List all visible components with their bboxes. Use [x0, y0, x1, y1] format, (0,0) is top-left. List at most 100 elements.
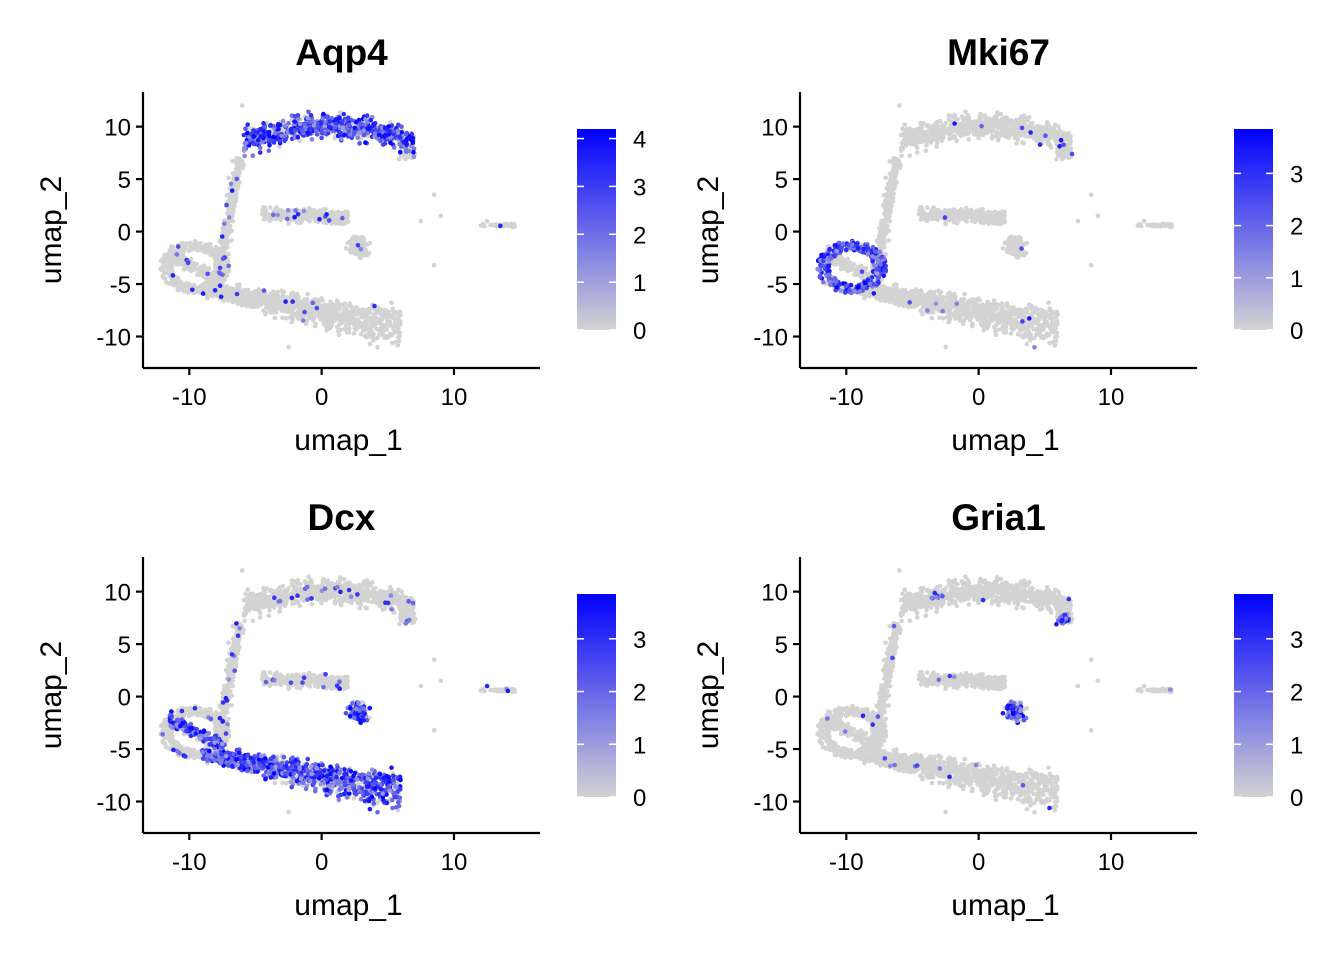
scatter-point: [1053, 122, 1058, 128]
scatter-point: [850, 266, 855, 271]
scatter-point: [968, 123, 974, 128]
scatter-point: [343, 246, 349, 251]
scatter-point: [934, 133, 940, 139]
scatter-point: [198, 246, 204, 251]
scatter-point: [894, 170, 899, 175]
scatter-point: [226, 215, 232, 220]
scatter-point: [273, 299, 278, 304]
scatter-point: [283, 123, 288, 128]
scatter-point: [301, 208, 307, 214]
scatter-point: [163, 270, 169, 275]
scatter-point: [346, 122, 352, 128]
scatter-point: [236, 180, 242, 185]
scatter-point: [387, 323, 393, 328]
scatter-point: [339, 321, 344, 326]
scatter-point: [337, 302, 342, 307]
scatter-point: [963, 109, 968, 115]
scatter-point: [357, 254, 363, 260]
scatter-point: [334, 324, 340, 330]
scatter-point: [955, 117, 960, 122]
scatter-point: [957, 127, 962, 133]
scatter-point: [220, 276, 225, 282]
scatter-point: [169, 244, 174, 249]
scatter-point: [396, 122, 401, 128]
scatter-point: [351, 331, 357, 336]
scatter-point: [261, 288, 267, 293]
scatter-point: [383, 133, 389, 138]
scatter-point: [260, 294, 266, 300]
scatter-point: [1005, 304, 1011, 309]
scatter-point: [276, 305, 282, 311]
scatter-point: [190, 287, 195, 293]
scatter-point: [326, 218, 332, 223]
scatter-point: [187, 240, 193, 246]
scatter-point: [347, 326, 352, 331]
scatter-point: [410, 135, 416, 141]
scatter-point: [512, 224, 517, 230]
scatter-point: [232, 203, 237, 208]
scatter-point: [355, 135, 361, 140]
scatter-point: [280, 315, 285, 321]
scatter-point: [230, 171, 236, 176]
scatter-point: [196, 242, 202, 248]
scatter-point: [306, 315, 312, 321]
scatter-point: [237, 282, 242, 287]
scatter-point: [245, 122, 250, 127]
scatter-point: [276, 127, 281, 132]
scatter-point: [939, 138, 944, 143]
scatter-point: [280, 118, 286, 124]
x-tick-label: 0: [315, 384, 328, 411]
scatter-point: [292, 128, 297, 133]
scatter-point: [225, 267, 230, 273]
scatter-point: [251, 141, 257, 147]
scatter-point: [908, 134, 913, 139]
scatter-point: [217, 265, 223, 271]
scatter-point: [223, 288, 229, 294]
scatter-point: [391, 312, 396, 318]
scatter-point: [245, 303, 250, 309]
scatter-point: [226, 298, 231, 303]
panel-title: Aqp4: [295, 32, 388, 73]
scatter-point: [841, 263, 846, 269]
scatter-point: [312, 218, 318, 223]
scatter-point: [174, 259, 179, 265]
scatter-point: [397, 149, 403, 155]
scatter-point: [354, 312, 360, 317]
scatter-point: [220, 226, 225, 231]
scatter-point: [219, 249, 225, 255]
scatter-point: [255, 137, 261, 143]
scatter-point: [899, 153, 904, 159]
scatter-point: [207, 277, 212, 282]
scatter-point: [318, 317, 323, 322]
scatter-point: [386, 319, 392, 324]
scatter-point: [887, 159, 892, 164]
scatter-point: [191, 282, 197, 288]
scatter-point: [268, 310, 274, 315]
scatter-point: [880, 243, 885, 249]
scatter-point: [407, 148, 412, 154]
colorbar-tick-label: 4: [633, 127, 646, 154]
scatter-point: [295, 112, 301, 118]
scatter-point: [321, 111, 326, 117]
scatter-point: [201, 264, 206, 270]
scatter-point: [997, 125, 1002, 131]
scatter-point: [158, 266, 163, 272]
scatter-point: [229, 188, 235, 193]
scatter-point: [297, 121, 303, 127]
scatter-point: [917, 128, 923, 134]
scatter-point: [998, 111, 1004, 117]
scatter-point: [907, 153, 913, 158]
scatter-point: [193, 242, 198, 247]
scatter-point: [482, 223, 487, 229]
scatter-point: [858, 264, 863, 270]
scatter-point: [219, 237, 225, 243]
scatter-point: [358, 121, 364, 126]
scatter-point: [887, 171, 893, 176]
scatter-point: [249, 304, 254, 310]
scatter-point: [367, 341, 373, 347]
scatter-point: [341, 111, 347, 117]
scatter-point: [261, 121, 266, 126]
scatter-point: [261, 205, 266, 210]
scatter-point: [213, 254, 218, 259]
